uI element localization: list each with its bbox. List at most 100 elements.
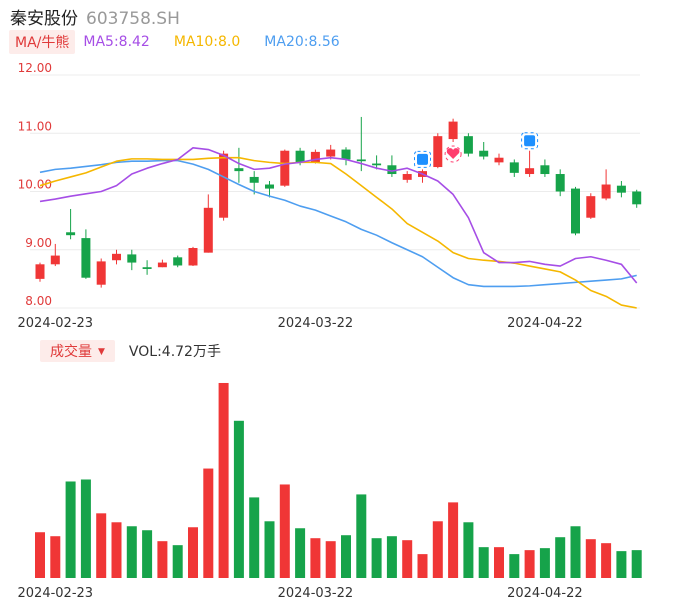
volume-indicator-label: 成交量	[50, 344, 92, 360]
x-tick-label: 2024-03-22	[278, 586, 354, 601]
volume-bar	[509, 554, 520, 578]
candle-body	[219, 153, 229, 218]
candle-body	[295, 150, 305, 163]
x-tick-label: 2024-04-22	[507, 586, 583, 601]
volume-bar	[295, 528, 306, 578]
volume-bar	[478, 547, 489, 578]
volume-bar	[494, 547, 504, 578]
x-tick-label: 2024-03-22	[278, 316, 354, 331]
volume-bar	[142, 530, 153, 578]
candle-body	[540, 165, 550, 175]
stock-name: 秦安股份	[10, 9, 78, 29]
y-tick-label: 11.00	[18, 119, 52, 133]
candle-body	[356, 159, 366, 162]
volume-bar	[463, 522, 474, 578]
volume-bar	[325, 541, 336, 578]
candle-body	[50, 255, 60, 265]
header: 秦安股份 603758.SH	[10, 4, 180, 29]
candle-body	[157, 262, 167, 268]
signal-marker-frame	[444, 145, 462, 163]
candle-body	[555, 174, 565, 192]
ma5-line	[39, 147, 638, 284]
volume-bar	[310, 538, 321, 578]
candle-body	[494, 157, 504, 163]
ma10-value: MA10:8.0	[173, 34, 241, 50]
candle-body	[96, 261, 106, 285]
heart-signal-icon	[446, 148, 460, 159]
ma10-line	[39, 156, 637, 309]
y-tick-label: 9.00	[25, 236, 52, 250]
x-tick-label: 2024-02-23	[18, 316, 94, 331]
volume-value: VOL:4.72万手	[128, 344, 221, 360]
volume-bar	[417, 554, 428, 578]
candle-body	[586, 196, 596, 218]
volume-bar	[35, 532, 45, 578]
candle-body	[249, 176, 259, 183]
volume-legend: 成交量 ▼ VOL:4.72万手	[40, 340, 221, 362]
volume-bar	[402, 540, 413, 578]
candle-body	[127, 254, 137, 263]
volume-bar	[203, 468, 214, 578]
stock-code: 603758.SH	[86, 9, 180, 29]
volume-bar	[386, 536, 397, 578]
volume-bar	[555, 537, 566, 578]
candle-body	[509, 162, 519, 173]
candle-body	[341, 149, 351, 160]
ma-indicator-tab[interactable]: MA/牛熊	[9, 30, 76, 54]
candle-body	[81, 238, 91, 278]
candle-body	[601, 184, 611, 199]
candle-body	[433, 136, 443, 168]
volume-bar	[80, 479, 91, 578]
volume-bar	[65, 481, 76, 578]
volume-bar	[631, 550, 642, 578]
candle-body	[616, 185, 626, 193]
volume-bar	[126, 526, 137, 578]
candle-body	[188, 248, 198, 266]
volume-bar	[233, 420, 244, 578]
candle-body	[479, 150, 489, 157]
caret-down-icon: ▼	[98, 347, 105, 357]
candle-body	[173, 257, 183, 266]
candle-body	[402, 174, 412, 180]
volume-bar	[341, 535, 351, 578]
candle-body	[280, 150, 290, 186]
volume-indicator-dropdown[interactable]: 成交量 ▼	[40, 340, 115, 362]
volume-bar	[601, 543, 612, 578]
volume-bar	[539, 548, 550, 578]
candle-body	[632, 191, 642, 205]
ma20-value: MA20:8.56	[264, 34, 340, 50]
volume-bar	[188, 527, 198, 578]
volume-bar	[249, 497, 260, 578]
volume-bar	[279, 484, 290, 578]
candle-body	[234, 168, 244, 172]
candle-body	[142, 267, 152, 269]
y-tick-label: 12.00	[18, 61, 52, 75]
x-tick-label: 2024-02-23	[18, 586, 94, 601]
candle-body	[203, 207, 213, 253]
x-tick-label: 2024-04-22	[507, 316, 583, 331]
candle-body	[372, 163, 382, 166]
volume-bar	[524, 550, 535, 578]
buy-signal-icon-frame	[521, 132, 539, 150]
volume-bar	[616, 551, 627, 578]
y-tick-label: 10.00	[18, 178, 52, 192]
candle-body	[310, 151, 320, 163]
volume-bar	[96, 513, 107, 578]
candle-body	[326, 149, 336, 157]
volume-bar	[371, 538, 382, 578]
candle-body	[525, 168, 535, 175]
volume-bar	[172, 545, 183, 578]
candle-body	[571, 188, 580, 234]
candle-body	[66, 232, 76, 236]
y-tick-label: 8.00	[25, 294, 52, 308]
ma5-value: MA5:8.42	[83, 34, 150, 50]
candle-body	[112, 253, 121, 261]
volume-bar	[432, 521, 443, 578]
volume-bar	[111, 522, 122, 578]
candle-body	[387, 165, 397, 175]
volume-bar	[585, 539, 596, 578]
candle-body	[448, 121, 458, 140]
volume-bar	[50, 536, 61, 578]
candle-body	[35, 264, 45, 279]
